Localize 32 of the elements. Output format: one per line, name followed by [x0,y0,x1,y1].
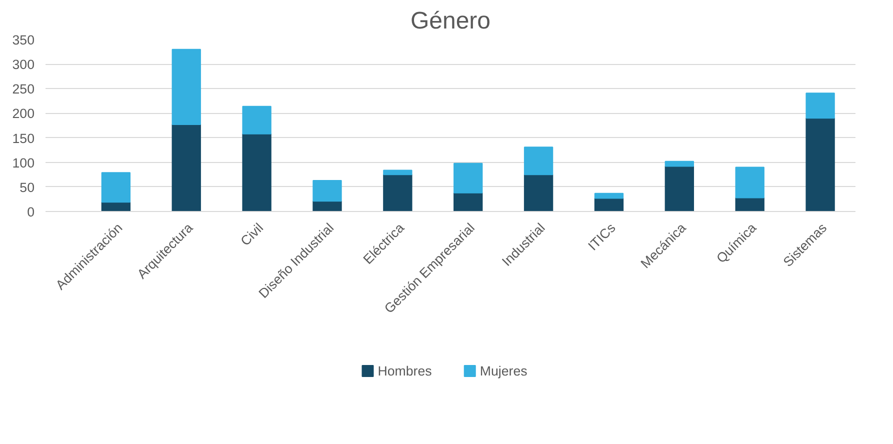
bar [383,170,412,176]
bar [664,160,694,167]
bar [454,192,483,212]
y-tick-label: 200 [12,106,35,122]
bar [242,133,272,212]
y-tick-label: 100 [12,155,35,170]
chart-title: Género [410,8,491,34]
y-tick-label: 250 [12,82,35,97]
y-tick-label: 350 [12,32,35,48]
bar [242,106,272,134]
bar [454,162,483,194]
y-tick-label: 0 [27,204,35,220]
bar [594,198,624,212]
legend-label: Hombres [378,363,432,378]
bar [101,172,131,203]
x-tick-label: Civil [238,220,266,249]
bar [735,166,764,198]
y-tick-label: 50 [20,180,35,195]
bar [664,166,694,212]
bar [735,197,764,212]
bar [172,48,201,126]
bar [524,146,554,176]
bar [806,118,835,212]
y-tick-label: 300 [12,57,35,72]
legend-label: Mujeres [480,363,528,378]
bar [524,174,554,212]
bar [594,192,624,199]
bar [172,124,201,212]
bar [806,92,835,119]
bar [312,180,342,202]
bar [383,174,412,212]
y-tick-label: 150 [12,130,35,146]
